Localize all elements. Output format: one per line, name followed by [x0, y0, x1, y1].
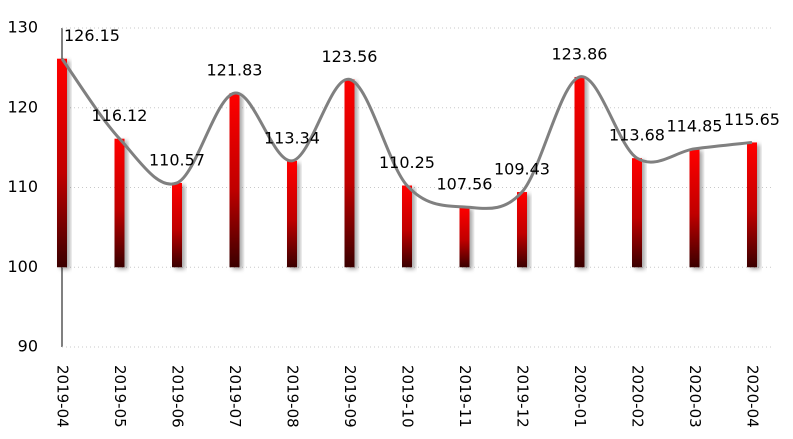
x-tick-label: 2020-01 — [571, 365, 589, 428]
y-tick-label: 110 — [7, 177, 38, 196]
data-label: 123.56 — [322, 47, 378, 66]
data-label: 110.25 — [379, 153, 435, 172]
data-label: 115.65 — [724, 110, 780, 129]
bar — [402, 185, 412, 268]
bar — [229, 93, 240, 268]
y-tick-label: 120 — [7, 97, 38, 116]
y-tick-label: 130 — [7, 18, 38, 37]
x-tick-label: 2019-05 — [111, 365, 129, 428]
x-tick-label: 2019-10 — [399, 365, 417, 428]
x-tick-label: 2019-11 — [456, 365, 474, 428]
data-label: 123.86 — [552, 44, 608, 63]
bar — [632, 158, 642, 268]
data-label: 110.57 — [149, 150, 205, 169]
bar — [747, 142, 757, 268]
bar — [114, 138, 125, 268]
x-tick-label: 2019-04 — [54, 365, 72, 428]
data-label: 113.34 — [264, 128, 320, 147]
bar — [689, 148, 700, 268]
bar — [57, 58, 67, 268]
trend-line — [60, 57, 753, 210]
data-label: 107.56 — [437, 174, 493, 193]
y-tick-label: 90 — [18, 337, 38, 356]
bar — [287, 160, 297, 268]
x-tick-label: 2020-03 — [686, 365, 704, 428]
y-tick-label: 100 — [7, 257, 38, 276]
x-tick-label: 2019-09 — [341, 365, 359, 428]
data-label: 121.83 — [207, 61, 263, 80]
bar — [517, 192, 527, 268]
x-tick-label: 2019-07 — [226, 365, 244, 428]
data-label: 109.43 — [494, 160, 550, 179]
x-tick-label: 2020-02 — [629, 365, 647, 428]
data-label: 126.15 — [64, 26, 120, 45]
x-tick-label: 2019-06 — [169, 365, 187, 428]
bar — [344, 79, 355, 268]
bar — [574, 76, 585, 268]
x-tick-label: 2020-04 — [744, 365, 762, 428]
data-label: 113.68 — [609, 126, 665, 145]
bar — [172, 182, 182, 268]
x-tick-label: 2019-08 — [284, 365, 302, 428]
x-tick-label: 2019-12 — [514, 365, 532, 428]
data-label: 116.12 — [92, 106, 148, 125]
data-label: 114.85 — [667, 116, 723, 135]
bar — [459, 206, 470, 268]
